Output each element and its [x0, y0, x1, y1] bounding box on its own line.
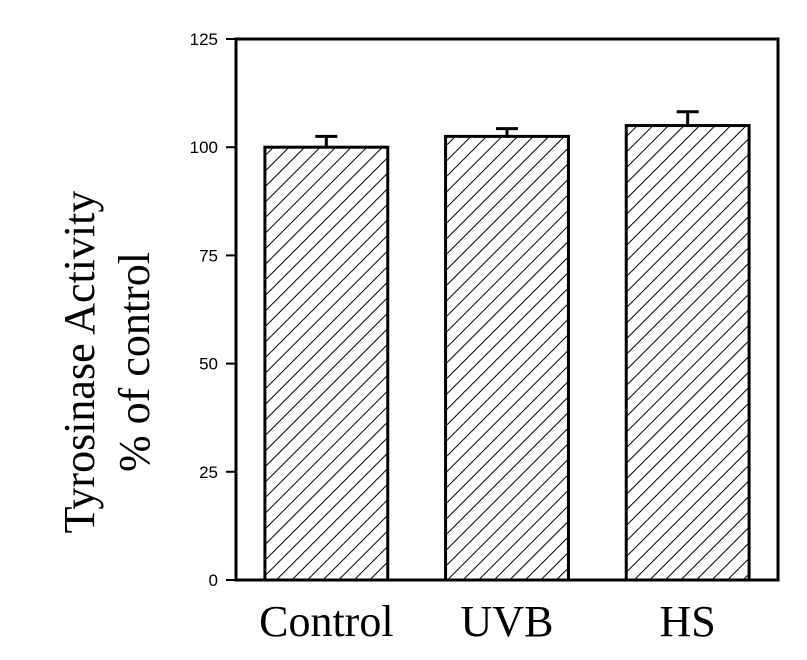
x-axis-labels: Control UVB HS: [259, 597, 716, 646]
bar-uvb: [444, 134, 570, 582]
y-tick-label: 0: [209, 571, 218, 590]
bar-hs: [624, 124, 751, 582]
y-axis-title-line-1: Tyrosinase Activity: [55, 191, 104, 534]
bars: [263, 124, 751, 582]
y-axis: 0 25 50 75 100 125: [190, 30, 236, 590]
y-tick-label: 125: [190, 30, 218, 49]
plot-frame: [234, 37, 780, 582]
y-tick-label: 25: [199, 463, 218, 482]
error-bars: [315, 110, 699, 148]
x-category-label: HS: [660, 597, 716, 646]
y-tick-label: 100: [190, 138, 218, 157]
y-tick-label: 75: [199, 246, 218, 265]
x-category-label: Control: [259, 597, 393, 646]
y-axis-title: Tyrosinase Activity % of control: [55, 191, 159, 534]
y-axis-title-line-2: % of control: [110, 252, 159, 472]
y-tick-label: 50: [199, 355, 218, 374]
x-category-label: UVB: [461, 597, 554, 646]
bar-control: [263, 145, 390, 582]
